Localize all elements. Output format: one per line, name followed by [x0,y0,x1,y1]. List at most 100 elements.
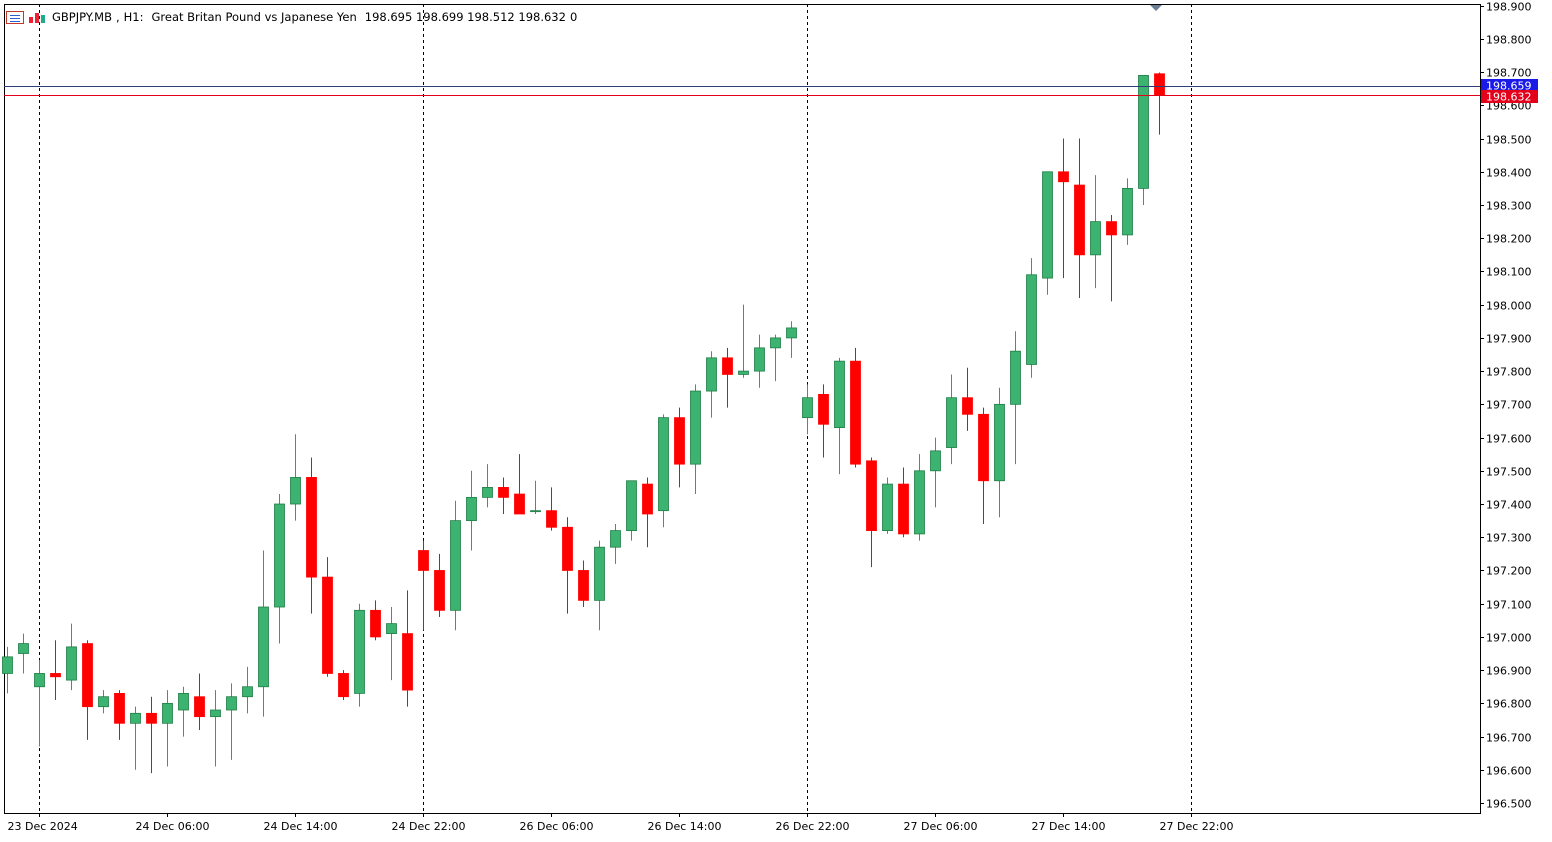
candle[interactable] [18,633,29,674]
candle[interactable] [1058,138,1069,279]
candle-body [754,347,765,372]
candle-body [498,487,509,498]
candle[interactable] [402,590,413,707]
candle-body [866,460,877,531]
candle[interactable] [1154,72,1165,135]
candle[interactable] [850,347,861,468]
candle[interactable] [642,477,653,548]
candle[interactable] [418,540,429,631]
candle[interactable] [130,706,141,770]
candle[interactable] [1026,258,1037,378]
candle[interactable] [770,334,781,382]
candle[interactable] [82,640,93,740]
candle[interactable] [1106,214,1117,302]
candle-body [338,673,349,698]
candle[interactable] [2,646,13,694]
candle[interactable] [898,467,909,538]
candle[interactable] [658,414,669,528]
y-tick-label: 197.800 [1486,366,1532,379]
candle[interactable] [946,374,957,465]
candle-body [1122,187,1133,236]
candle[interactable] [258,550,269,717]
candle[interactable] [466,470,477,551]
candle[interactable] [722,347,733,408]
candle[interactable] [146,696,157,774]
candle-body [66,646,77,681]
candle[interactable] [34,660,45,747]
candle[interactable] [914,454,925,541]
candle[interactable] [98,690,109,714]
candle[interactable] [178,686,189,737]
candle[interactable] [786,321,797,358]
y-tick-label: 198.100 [1486,266,1532,279]
candle[interactable] [978,407,989,524]
candle[interactable] [1074,138,1085,299]
candle[interactable] [610,523,621,564]
candle-body [370,609,381,638]
candle[interactable] [930,437,941,508]
candle[interactable] [114,690,125,740]
candle[interactable] [738,304,749,378]
candle[interactable] [962,367,973,431]
candle-body [242,686,253,698]
chart-window-icon[interactable] [6,10,24,24]
candle[interactable] [626,480,637,541]
x-tick-label: 24 Dec 06:00 [136,820,210,833]
candle[interactable] [1042,171,1053,295]
y-tick-label: 198.900 [1486,1,1532,14]
x-tick-label: 23 Dec 2024 [8,820,78,833]
candle[interactable] [66,623,77,691]
y-tick-label: 197.600 [1486,433,1532,446]
candle[interactable] [434,553,445,617]
candle[interactable] [1122,178,1133,245]
candle[interactable] [290,434,301,521]
candle[interactable] [1010,331,1021,465]
candle[interactable] [1138,75,1149,206]
candle[interactable] [562,517,573,614]
candle[interactable] [306,457,317,614]
candle[interactable] [834,357,845,475]
candle[interactable] [754,334,765,388]
candle-body [18,643,29,654]
candle[interactable] [818,384,829,458]
candle[interactable] [706,351,717,418]
candle[interactable] [530,480,541,514]
candle[interactable] [882,477,893,534]
chart-shift-marker-icon[interactable] [1150,5,1162,11]
candle[interactable] [802,384,813,435]
bar-chart-icon[interactable] [28,11,48,24]
candle[interactable] [162,690,173,767]
candle[interactable] [546,487,557,531]
y-tick-label: 198.500 [1486,134,1532,147]
candle-body [258,606,269,688]
candle[interactable] [354,603,365,707]
candle[interactable] [386,607,397,681]
candle[interactable] [674,407,685,488]
candle-body [82,643,93,708]
candle[interactable] [994,387,1005,518]
candle[interactable] [226,683,237,760]
y-tick-label: 196.900 [1486,665,1532,678]
candle-body [130,712,141,724]
candle[interactable] [210,690,221,767]
candle[interactable] [482,464,493,508]
candle[interactable] [50,640,61,701]
candle[interactable] [594,540,605,631]
header-ohlc: 198.695 198.699 198.512 198.632 [364,10,566,24]
y-tick-label: 196.500 [1486,798,1532,811]
candle[interactable] [514,454,525,515]
candle[interactable] [274,494,285,644]
candle[interactable] [338,670,349,701]
candle[interactable] [242,666,253,714]
candle-body [434,570,445,611]
candle[interactable] [578,560,589,608]
candle[interactable] [1090,175,1101,289]
candle[interactable] [866,457,877,568]
candle[interactable] [370,600,381,641]
candle[interactable] [690,384,701,495]
candle[interactable] [498,477,509,514]
candle[interactable] [450,500,461,631]
candle[interactable] [322,557,333,677]
candle[interactable] [194,673,205,730]
